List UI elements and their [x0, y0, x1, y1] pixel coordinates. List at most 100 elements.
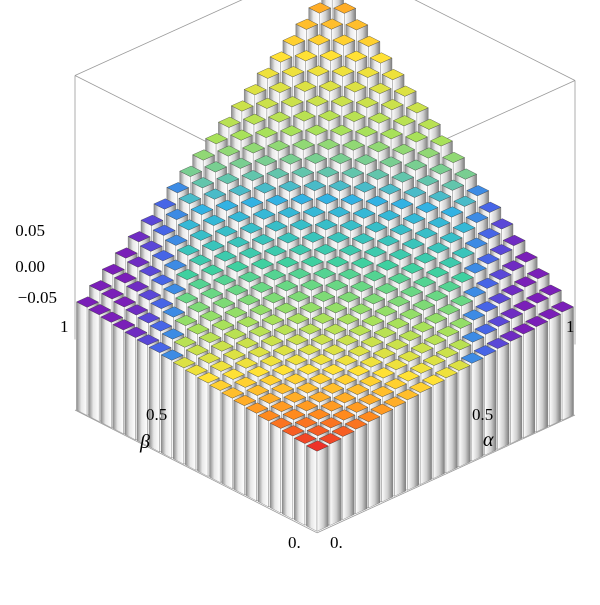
- bar-top: [323, 323, 347, 335]
- bar-top: [350, 281, 374, 292]
- bar-top: [345, 19, 369, 31]
- bar-top: [201, 264, 224, 276]
- bar-top: [306, 425, 330, 436]
- bar-top: [292, 139, 316, 150]
- bar-top: [328, 180, 352, 192]
- bar-top: [367, 112, 391, 124]
- bar-top: [392, 143, 416, 155]
- bar-side-right: [355, 423, 368, 515]
- bar-top: [148, 342, 172, 353]
- bar-top: [349, 303, 373, 315]
- bar-top: [391, 171, 415, 183]
- bar-top: [451, 247, 475, 259]
- bar-top: [255, 97, 279, 109]
- bar-top: [502, 234, 526, 246]
- bar-side-right: [407, 394, 419, 491]
- bar-top: [488, 269, 512, 280]
- bar-top: [538, 308, 562, 320]
- bar-top: [88, 280, 112, 292]
- bar-top: [428, 190, 452, 202]
- bar-side-left: [88, 309, 100, 422]
- bar-top: [361, 315, 385, 327]
- bar-top: [273, 324, 297, 336]
- bar-top: [372, 367, 395, 379]
- bar-top: [164, 234, 188, 246]
- bar-top: [366, 169, 390, 180]
- bar-top: [126, 256, 150, 268]
- bar-top: [359, 356, 383, 368]
- bar-top: [234, 357, 258, 369]
- bar-top: [276, 256, 299, 268]
- bar-top: [379, 156, 403, 168]
- bar-top: [295, 400, 319, 412]
- x-axis-label: α: [483, 429, 494, 451]
- bar-top: [229, 157, 253, 169]
- bar-top: [426, 266, 449, 278]
- bar-top: [321, 382, 345, 394]
- bar-top: [301, 231, 325, 243]
- bar-top: [140, 214, 164, 226]
- bar-top: [356, 66, 380, 78]
- bar-top: [384, 378, 408, 390]
- box-edge-front-right: [316, 414, 576, 534]
- bar-top: [414, 227, 438, 239]
- bar-top: [188, 278, 212, 290]
- bar-top: [259, 374, 283, 386]
- bar-top: [434, 367, 458, 379]
- bar-top: [240, 196, 264, 208]
- bar-top: [426, 242, 450, 254]
- bar-top: [245, 402, 269, 414]
- bar-top: [226, 236, 250, 248]
- bar-top: [286, 313, 310, 325]
- bar-top: [501, 284, 524, 296]
- box-edge-front-left: [74, 409, 318, 534]
- bar-top: [377, 210, 401, 221]
- bar-top: [125, 304, 149, 316]
- bar-top: [284, 354, 308, 366]
- bar-top: [399, 308, 423, 320]
- bar-top: [327, 206, 351, 218]
- bar-top: [298, 323, 322, 335]
- bar-top: [197, 372, 220, 384]
- bar-side-right: [510, 335, 523, 444]
- bar-top: [161, 328, 185, 340]
- bar-top: [360, 336, 384, 348]
- bar-top: [309, 373, 333, 385]
- bar-top: [401, 238, 425, 250]
- bar-top: [347, 365, 370, 377]
- bar-top: [200, 288, 224, 299]
- bar-top: [331, 425, 355, 437]
- bar-top: [333, 392, 357, 404]
- bar-top: [302, 206, 326, 218]
- bar-top: [388, 249, 412, 260]
- bar-top: [512, 323, 536, 335]
- bar-top: [359, 375, 383, 387]
- bar-top: [314, 219, 338, 231]
- bar-side-left: [306, 445, 318, 532]
- bar-top: [305, 440, 329, 452]
- bar-top: [422, 354, 446, 366]
- bar-top: [271, 383, 295, 395]
- bar-top: [326, 256, 349, 268]
- bar-top: [476, 277, 499, 289]
- bar-top: [204, 161, 228, 173]
- bar-top: [440, 206, 464, 218]
- bar-top: [179, 165, 203, 177]
- bar-top: [374, 305, 398, 317]
- bar-top: [127, 231, 151, 243]
- bar-top: [175, 292, 199, 304]
- bar-top: [338, 244, 362, 256]
- bar-top: [203, 188, 227, 200]
- bar-top: [344, 50, 368, 62]
- bar-top: [160, 349, 184, 361]
- bar-top: [262, 292, 286, 304]
- bar-top: [334, 374, 358, 385]
- bar-top: [243, 84, 267, 96]
- bar-top: [486, 337, 510, 349]
- bar-top: [415, 201, 439, 213]
- bar-top: [153, 198, 177, 210]
- bar-top: [410, 342, 434, 354]
- bar-side-left: [282, 430, 293, 520]
- bar-top: [514, 251, 538, 263]
- bar-top: [303, 180, 327, 191]
